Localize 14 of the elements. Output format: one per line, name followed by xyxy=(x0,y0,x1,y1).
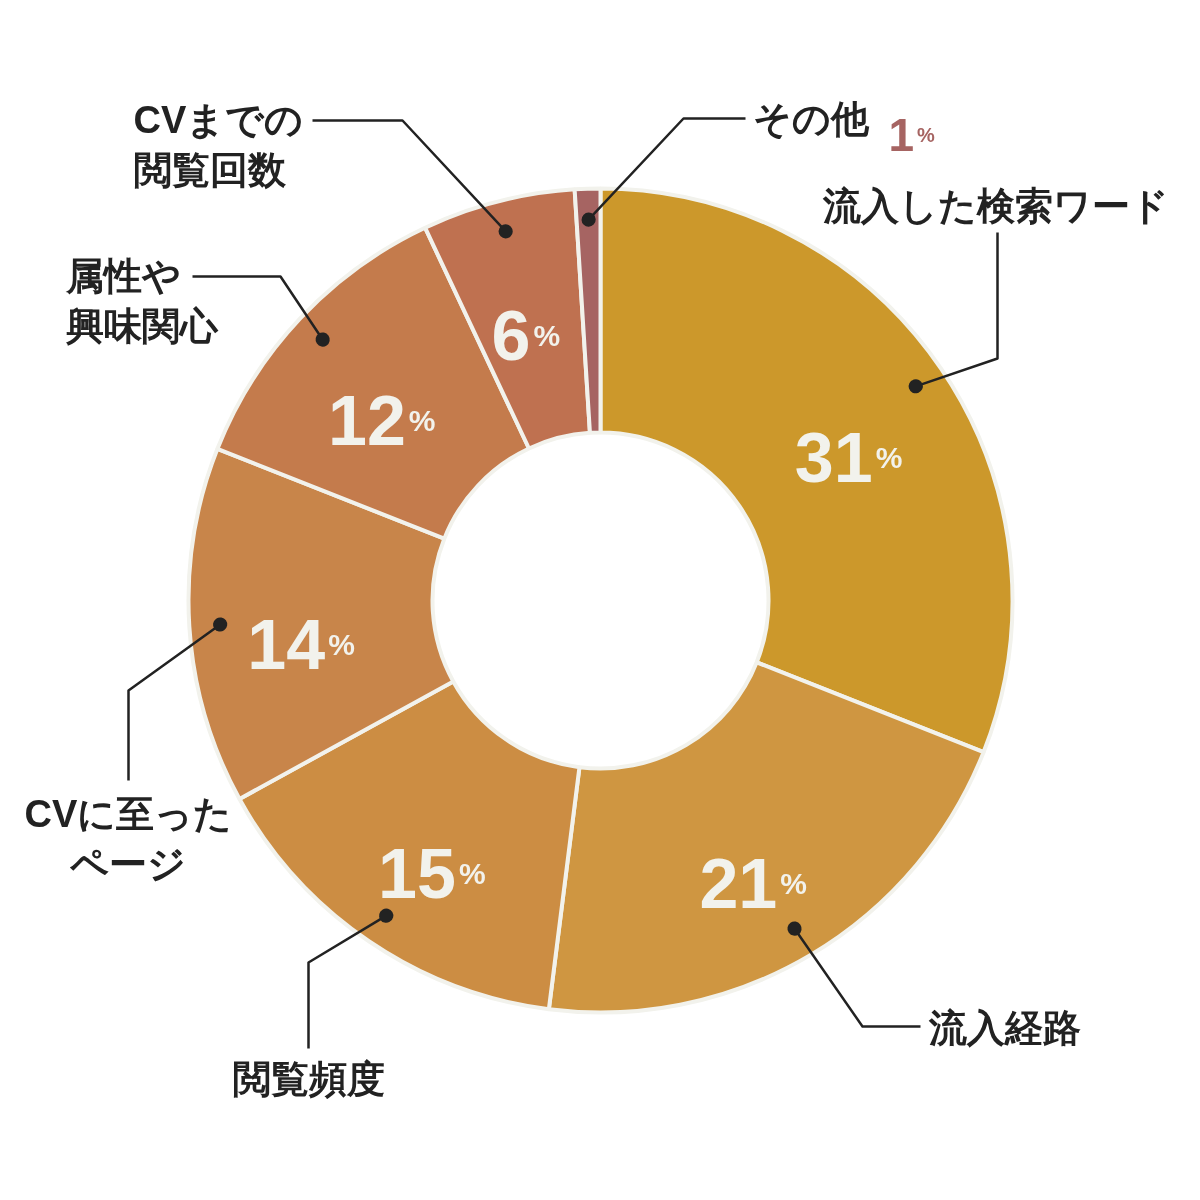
data-label: 31% xyxy=(794,418,903,497)
slice-label: 流入経路 xyxy=(927,1006,1081,1049)
slice-label: 流入した検索ワード xyxy=(821,184,1169,227)
slice-label: 属性や興味関心 xyxy=(64,254,219,347)
data-label: 1% xyxy=(888,109,936,162)
slice-label: CVまでの閲覧回数 xyxy=(133,98,304,191)
data-label: 21% xyxy=(699,845,807,924)
data-label: 6% xyxy=(491,296,561,375)
data-label: 14% xyxy=(247,606,355,685)
slice-label: CVに至ったページ xyxy=(24,792,233,885)
data-label: 15% xyxy=(378,835,486,914)
data-label: 12% xyxy=(328,381,436,460)
slice-label: その他 xyxy=(752,97,870,140)
slice-label: 閲覧頻度 xyxy=(232,1057,385,1100)
